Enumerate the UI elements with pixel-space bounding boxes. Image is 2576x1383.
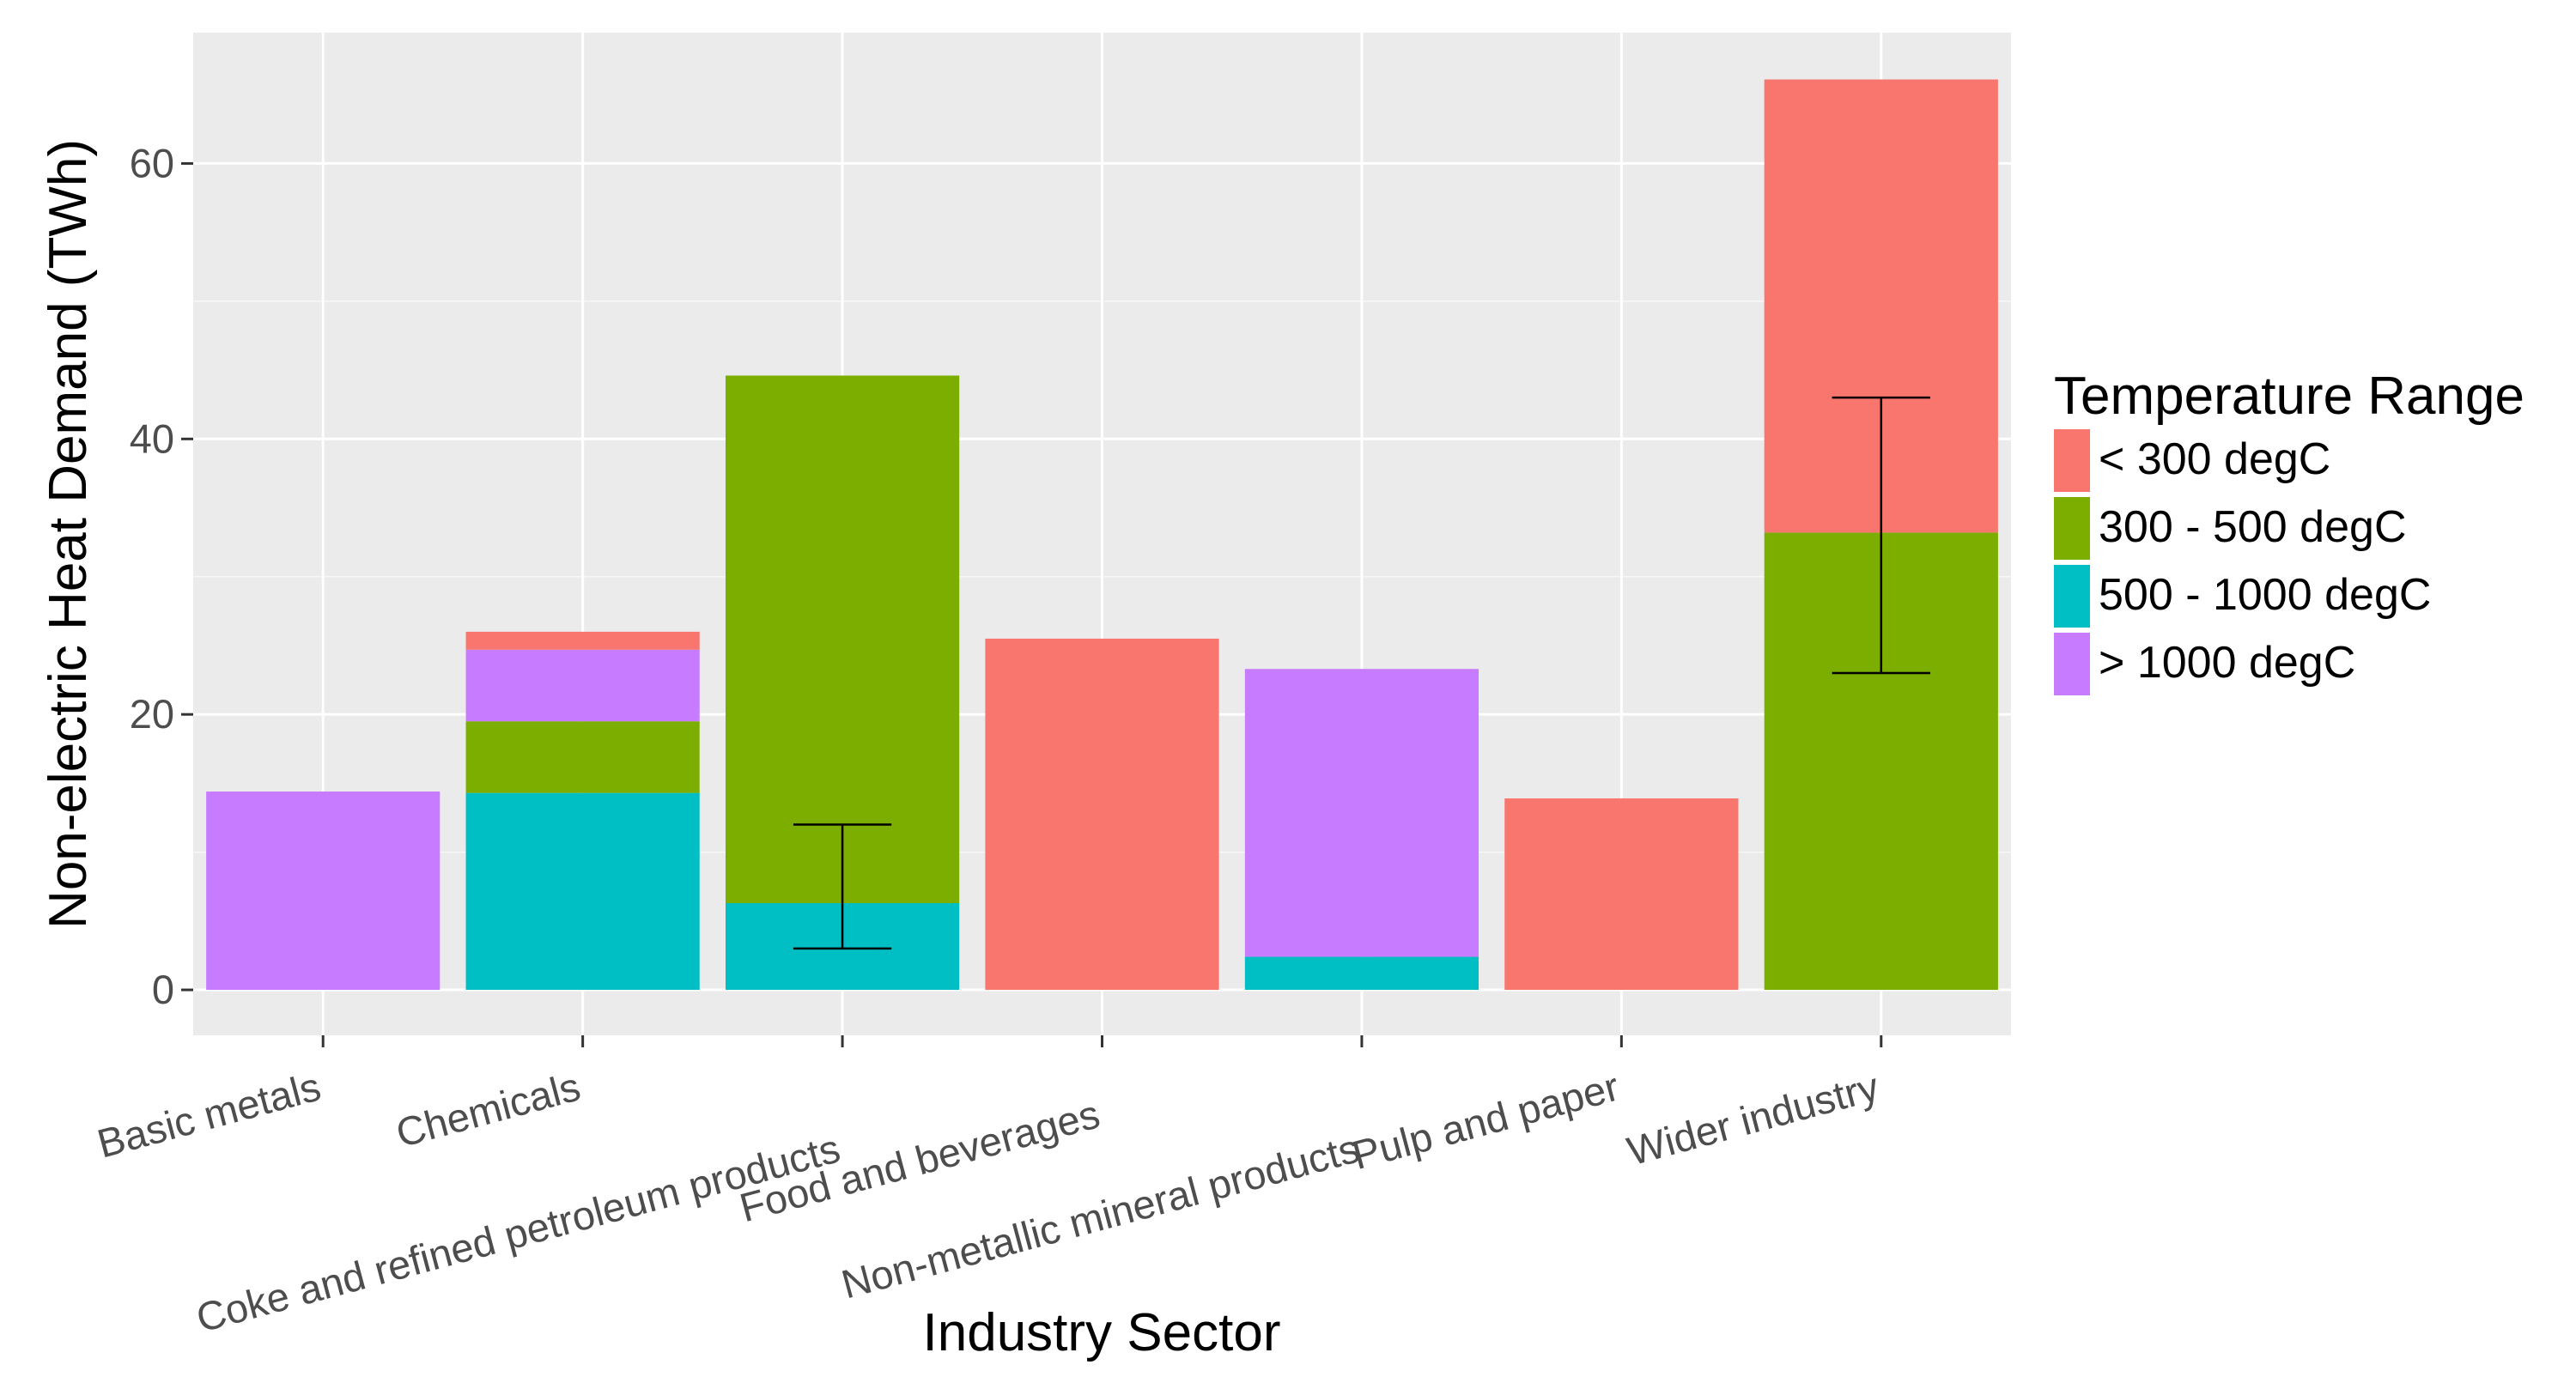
bar-chemicals-500-1000-degc <box>465 792 700 991</box>
legend: Temperature Range < 300 degC 300 - 500 de… <box>2054 367 2524 695</box>
legend-item-1000-degc: > 1000 degC <box>2054 633 2355 695</box>
legend-swatch <box>2054 633 2090 695</box>
legend-title: Temperature Range <box>2054 367 2524 426</box>
x-tick-label: Coke and refined petroleum products <box>191 1125 845 1340</box>
x-axis-title: Industry Sector <box>923 1303 1281 1362</box>
bar-food-and-beverages-300-degc <box>985 638 1219 991</box>
legend-label: < 300 degC <box>2099 434 2330 484</box>
y-tick-label: 20 <box>130 691 174 737</box>
bar-non-metallic-mineral-products-500-1000-degc <box>1244 956 1479 991</box>
x-tick-label: Pulp and paper <box>1347 1063 1624 1178</box>
error-bars <box>793 396 1930 950</box>
error-bar-wider-industry <box>1832 396 1930 675</box>
legend-item-500-1000-degc: 500 - 1000 degC <box>2054 565 2431 628</box>
y-tick-label: 0 <box>152 967 174 1012</box>
bar-chemicals-300-500-degc <box>465 721 700 793</box>
legend-swatch <box>2054 429 2090 492</box>
bar-chemicals-1000-degc <box>465 649 700 722</box>
x-tick-label: Chemicals <box>392 1063 586 1156</box>
bars <box>206 79 1998 991</box>
legend-item-300-degc: < 300 degC <box>2054 429 2330 492</box>
bar-pulp-and-paper-300-degc <box>1504 798 1739 991</box>
legend-label: 500 - 1000 degC <box>2099 570 2431 620</box>
y-axis-title: Non-electric Heat Demand (TWh) <box>39 139 98 929</box>
bar-non-metallic-mineral-products-1000-degc <box>1244 669 1479 957</box>
bar-basic-metals-1000-degc <box>206 792 440 991</box>
y-tick-label: 60 <box>130 140 174 185</box>
y-tick-label: 40 <box>130 416 174 461</box>
y-axis: 0 20 40 60 <box>130 140 193 1012</box>
legend-swatch <box>2054 497 2090 560</box>
error-bar-coke-and-refined-petroleum-products <box>793 823 892 950</box>
bar-coke-and-refined-petroleum-products-300-500-degc <box>725 375 960 903</box>
legend-label: > 1000 degC <box>2099 638 2355 688</box>
legend-label: 300 - 500 degC <box>2099 502 2407 552</box>
x-tick-label: Wider industry <box>1623 1063 1884 1174</box>
x-tick-label: Basic metals <box>93 1063 325 1166</box>
legend-swatch <box>2054 565 2090 628</box>
legend-item-300-500-degc: 300 - 500 degC <box>2054 497 2407 560</box>
bar-chemicals-300-degc <box>465 631 700 650</box>
legend-items: < 300 degC 300 - 500 degC 500 - 1000 degC >… <box>2054 429 2431 695</box>
